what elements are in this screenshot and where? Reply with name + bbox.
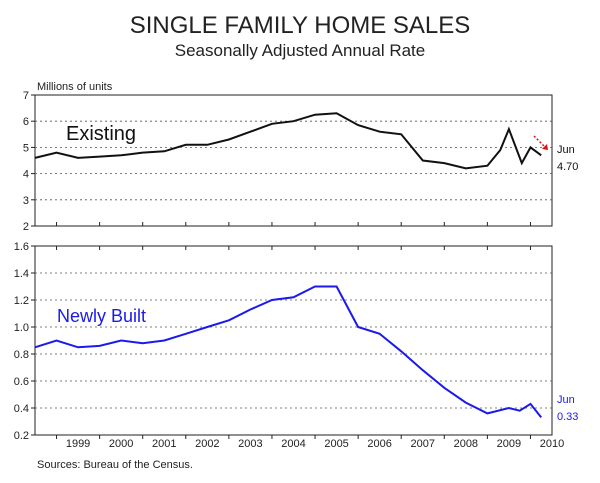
series-line-existing <box>34 112 542 170</box>
new-end-value: 0.33 <box>557 411 578 423</box>
series-label-existing: Existing <box>66 123 136 145</box>
bot-y-tick-label: 0.6 <box>14 376 29 388</box>
y-axis-label: Millions of units <box>37 81 113 93</box>
red-arrow-icon <box>533 135 548 150</box>
series-line-newly-built <box>34 285 542 419</box>
x-tick-label: 2007 <box>411 438 435 450</box>
source-note: Sources: Bureau of the Census. <box>37 459 193 471</box>
x-tick-label: 2004 <box>281 438 305 450</box>
top-y-tick-label: 4 <box>23 169 29 181</box>
x-tick-label: 2001 <box>152 438 176 450</box>
top-y-tick-label: 7 <box>23 90 29 102</box>
new-end-month: Jun <box>557 394 575 406</box>
existing-end-value: 4.70 <box>557 161 578 173</box>
top-y-tick-label: 5 <box>23 142 29 154</box>
chart-title: SINGLE FAMILY HOME SALES <box>130 12 471 39</box>
bot-y-tick-label: 1.6 <box>14 241 29 253</box>
x-tick-label: 2002 <box>195 438 219 450</box>
top-y-tick-label: 6 <box>23 116 29 128</box>
existing-end-month: Jun <box>557 144 575 156</box>
x-tick-label: 2009 <box>497 438 521 450</box>
bot-y-tick-label: 1.4 <box>14 268 29 280</box>
top-y-ticks: 2 3 4 5 6 7 <box>23 90 35 233</box>
bottom-y-ticks: 0.2 0.4 0.6 0.8 1.0 1.2 1.4 1.6 <box>14 241 35 442</box>
bottom-gridlines <box>35 272 552 409</box>
x-tick-label: 2006 <box>367 438 391 450</box>
x-ticks: 1999 2000 2001 2002 2003 2004 2005 2006 2007 2008… <box>56 222 564 450</box>
bottom-plot-frame <box>34 245 553 436</box>
top-y-tick-label: 3 <box>23 195 29 207</box>
x-tick-label: 2000 <box>109 438 133 450</box>
x-tick-label: 2010 <box>540 438 564 450</box>
x-tick-label: 2008 <box>454 438 478 450</box>
series-label-newly-built: Newly Built <box>57 306 146 326</box>
top-gridlines <box>35 120 552 201</box>
bot-y-tick-label: 1.0 <box>14 322 29 334</box>
x-tick-label: 2005 <box>324 438 348 450</box>
top-y-tick-label: 2 <box>23 221 29 233</box>
chart-subtitle: Seasonally Adjusted Annual Rate <box>175 41 425 60</box>
bot-y-tick-label: 0.2 <box>14 430 29 442</box>
bot-y-tick-label: 1.2 <box>14 295 29 307</box>
top-plot-frame <box>34 94 553 227</box>
bot-y-tick-label: 0.4 <box>14 403 29 415</box>
bot-y-tick-label: 0.8 <box>14 349 29 361</box>
x-tick-label: 2003 <box>238 438 262 450</box>
x-tick-label: 1999 <box>66 438 90 450</box>
